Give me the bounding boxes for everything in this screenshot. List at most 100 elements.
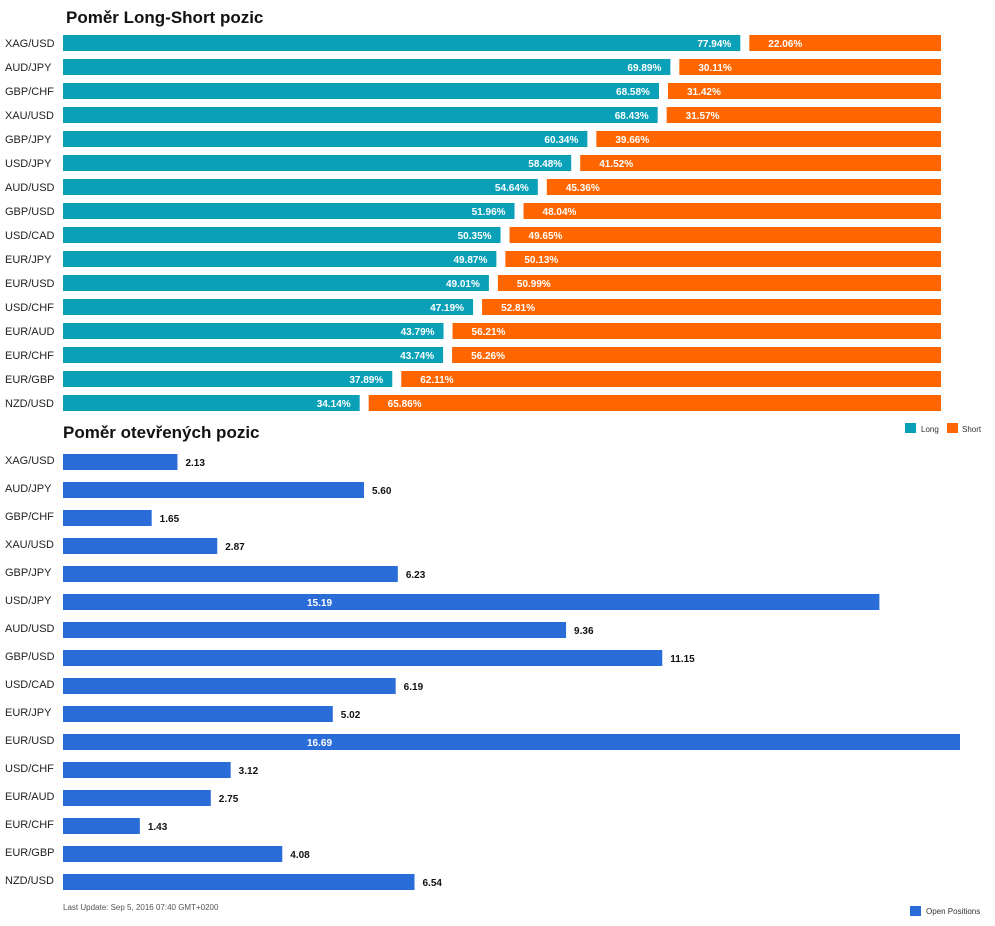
- open-positions-bar: [63, 846, 283, 862]
- long-value-label: 68.43%: [615, 111, 649, 122]
- open-positions-bar: [63, 762, 231, 778]
- open-positions-value-label: 11.15: [670, 654, 695, 665]
- long-bar: [63, 59, 671, 75]
- open-positions-value-label: 5.60: [372, 486, 392, 497]
- short-value-label: 65.86%: [388, 399, 422, 410]
- category-label: EUR/AUD: [5, 326, 55, 338]
- category-label: EUR/JPY: [5, 707, 52, 719]
- category-label: AUD/USD: [5, 182, 55, 194]
- long-value-label: 43.79%: [401, 327, 435, 338]
- open-positions-title: Poměr otevřených pozic: [63, 423, 260, 442]
- legend-short-swatch: [947, 423, 958, 433]
- open-positions-bar: [63, 818, 140, 834]
- legend-short-label: Short: [962, 425, 982, 434]
- category-label: USD/JPY: [5, 595, 52, 607]
- short-value-label: 49.65%: [529, 231, 563, 242]
- short-value-label: 22.06%: [768, 39, 802, 50]
- category-label: USD/CHF: [5, 763, 54, 775]
- long-bar: [63, 83, 659, 99]
- long-bar: [63, 251, 497, 267]
- open-positions-value-label: 6.19: [404, 682, 424, 693]
- legend-long-swatch: [905, 423, 916, 433]
- category-label: NZD/USD: [5, 875, 54, 887]
- category-label: EUR/GBP: [5, 847, 55, 859]
- long-short-chart: Poměr Long-Short pozic XAG/USD 77.94% 22.0…: [5, 8, 941, 411]
- category-label: USD/CAD: [5, 679, 55, 691]
- short-bar: [509, 227, 941, 243]
- open-positions-value-label: 5.02: [341, 710, 361, 721]
- short-bar: [666, 107, 941, 123]
- open-positions-bar: [63, 790, 211, 806]
- long-value-label: 50.35%: [458, 231, 492, 242]
- category-label: USD/JPY: [5, 158, 52, 170]
- short-bar: [505, 251, 941, 267]
- long-bar: [63, 131, 588, 147]
- long-bar: [63, 371, 393, 387]
- category-label: GBP/USD: [5, 651, 55, 663]
- open-positions-bar: [63, 622, 567, 638]
- long-value-label: 49.01%: [446, 279, 480, 290]
- long-value-label: 43.74%: [400, 351, 434, 362]
- short-bar: [482, 299, 941, 315]
- short-bar: [401, 371, 941, 387]
- open-positions-bar: [63, 594, 880, 610]
- long-bar: [63, 203, 515, 219]
- legend-open-positions-label: Open Positions: [926, 907, 980, 916]
- short-value-label: 52.81%: [501, 303, 535, 314]
- long-value-label: 58.48%: [528, 159, 562, 170]
- category-label: USD/CHF: [5, 302, 54, 314]
- category-label: EUR/USD: [5, 278, 55, 290]
- open-positions-value-label: 3.12: [239, 766, 259, 777]
- long-bar: [63, 299, 474, 315]
- long-bar: [63, 35, 741, 51]
- category-label: XAG/USD: [5, 455, 55, 467]
- category-label: GBP/JPY: [5, 134, 52, 146]
- short-bar: [523, 203, 941, 219]
- long-bar: [63, 107, 658, 123]
- open-positions-value-label: 2.13: [185, 458, 205, 469]
- legend-open-positions-swatch: [910, 906, 921, 916]
- open-positions-chart: Poměr otevřených pozic XAG/USD 2.13 AUD/JP…: [5, 423, 960, 890]
- short-bar: [452, 347, 941, 363]
- short-value-label: 45.36%: [566, 183, 600, 194]
- short-value-label: 50.13%: [524, 255, 558, 266]
- open-positions-bars: XAG/USD 2.13 AUD/JPY 5.60 GBP/CHF 1.65 XAU/USD…: [5, 454, 960, 890]
- short-value-label: 31.57%: [686, 111, 720, 122]
- short-bar: [667, 83, 941, 99]
- category-label: EUR/USD: [5, 735, 55, 747]
- short-bar: [749, 35, 941, 51]
- open-positions-bar: [63, 454, 178, 470]
- category-label: GBP/JPY: [5, 567, 52, 579]
- long-value-label: 47.19%: [430, 303, 464, 314]
- open-positions-value-label: 2.87: [225, 542, 245, 553]
- short-value-label: 56.26%: [471, 351, 505, 362]
- short-value-label: 48.04%: [543, 207, 577, 218]
- long-bar: [63, 395, 360, 411]
- long-value-label: 77.94%: [697, 39, 731, 50]
- open-positions-bar: [63, 482, 364, 498]
- category-label: EUR/AUD: [5, 791, 55, 803]
- long-value-label: 51.96%: [472, 207, 506, 218]
- open-positions-bar: [63, 874, 415, 890]
- last-update-text: Last Update: Sep 5, 2016 07:40 GMT+0200: [63, 903, 219, 912]
- short-value-label: 39.66%: [615, 135, 649, 146]
- short-value-label: 50.99%: [517, 279, 551, 290]
- category-label: XAU/USD: [5, 110, 54, 122]
- long-value-label: 68.58%: [616, 87, 650, 98]
- open-positions-value-label: 1.43: [148, 822, 168, 833]
- open-positions-bar: [63, 538, 218, 554]
- open-positions-bar: [63, 510, 152, 526]
- short-bar: [546, 179, 941, 195]
- long-value-label: 60.34%: [544, 135, 578, 146]
- open-positions-legend: Open Positions: [910, 906, 980, 916]
- open-positions-bar: [63, 650, 663, 666]
- long-value-label: 69.89%: [627, 63, 661, 74]
- long-short-bars: XAG/USD 77.94% 22.06% AUD/JPY 69.89% 30.11% GB…: [5, 35, 941, 411]
- long-short-legend: Long Short: [905, 423, 982, 434]
- category-label: EUR/CHF: [5, 819, 54, 831]
- category-label: XAG/USD: [5, 38, 55, 50]
- open-positions-value-label: 16.69: [307, 738, 332, 749]
- open-positions-value-label: 4.08: [290, 850, 310, 861]
- short-value-label: 31.42%: [687, 87, 721, 98]
